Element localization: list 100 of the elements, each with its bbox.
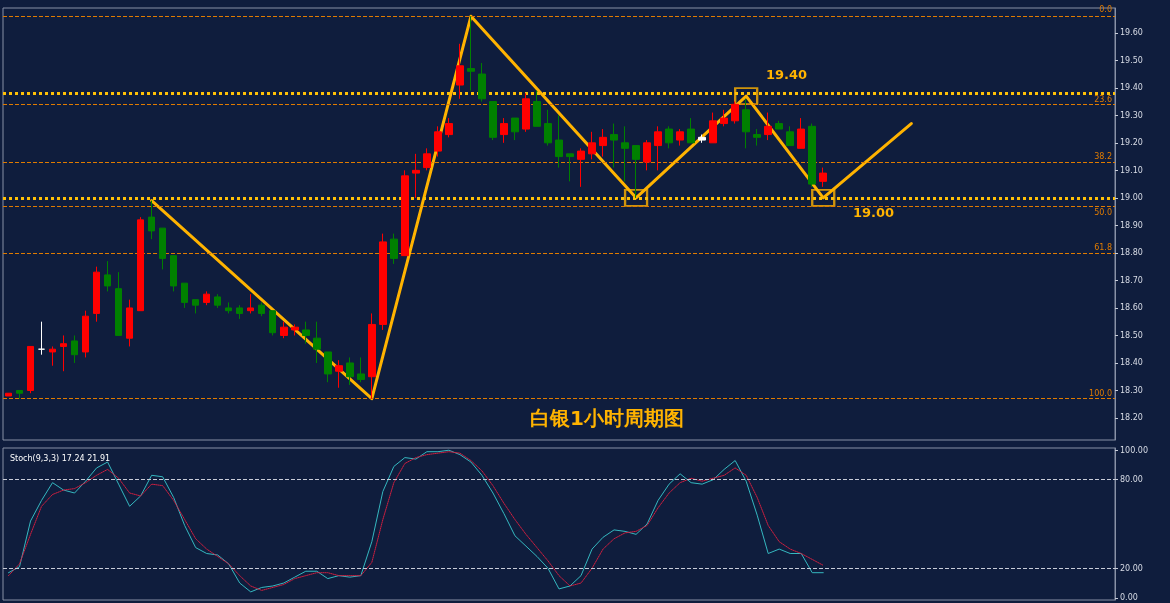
candlestick [126,299,133,347]
y-tick-label: 19.00 [1120,193,1143,203]
candlestick [500,117,508,144]
candlestick [324,351,332,383]
y-tick-label: 19.60 [1120,28,1143,38]
candlestick [5,392,12,397]
candlestick [335,359,343,389]
candlestick [401,169,409,257]
candlestick [49,345,56,367]
y-tick-label: 20.00 [1120,563,1143,573]
candlestick [687,117,695,144]
annotation: 19.40 [766,67,808,82]
candlestick [434,125,442,158]
y-tick-label: 18.40 [1120,358,1143,368]
candlestick [390,233,398,265]
annotation: 61.8 [1094,242,1112,252]
text: Stoch(9,3,3) 17.24 21.91 [10,453,111,463]
candlestick [379,233,387,331]
candlestick [764,112,772,141]
candlestick [808,123,816,188]
candlestick [170,255,177,292]
y-tick-label: 0.00 [1120,593,1138,603]
annotation: 19.00 [853,205,895,220]
annotation: 23.6 [1094,94,1112,104]
candlestick [676,128,684,147]
y-tick-label: 80.00 [1120,475,1143,485]
candlestick [60,334,67,372]
annotation: 100.0 [1089,388,1112,398]
candlestick [203,290,210,306]
y-tick-label: 18.30 [1120,385,1143,395]
candlestick [544,109,552,147]
candlestick [137,216,144,312]
candlestick [71,334,78,364]
candlestick [368,312,376,400]
candlestick [566,153,574,182]
candlestick [797,117,805,149]
line-series [150,14,913,401]
candlestick [27,345,34,394]
candlestick [346,356,354,386]
annotation: 50.0 [1094,207,1112,217]
candlestick [456,43,464,100]
y-tick-label: 18.90 [1120,220,1143,230]
y-tick-label: 18.70 [1120,275,1143,285]
candlestick [423,147,431,171]
candlestick [654,125,662,171]
candlestick [445,117,453,138]
y-tick-label: 18.50 [1120,330,1143,340]
y-tick-label: 19.50 [1120,55,1143,65]
candlestick [93,266,100,323]
candlestick [478,62,486,103]
candlestick [214,293,221,309]
annotation: 38.2 [1094,151,1112,161]
candlestick [709,112,717,144]
candlestick [159,227,166,270]
candlestick [412,153,420,199]
candlestick [731,101,739,125]
candlestick [247,293,254,314]
candlestick [280,321,288,339]
candlestick [291,323,299,336]
candlestick [258,301,265,317]
y-tick-label: 18.80 [1120,248,1143,258]
candlestick [632,145,640,199]
candlestick [16,389,23,400]
y-tick-label: 100.00 [1120,445,1148,455]
y-tick-label: 19.40 [1120,83,1143,93]
candlestick [720,109,728,127]
annotation: 0.0 [1099,4,1113,14]
candlestick [38,321,45,356]
candlestick [115,271,122,336]
candlestick [313,321,321,364]
y-tick-label: 18.20 [1120,413,1143,423]
candlestick [665,125,673,149]
candlestick [522,92,530,133]
candlestick [742,98,750,149]
candlestick [577,147,585,188]
candlestick [511,117,519,141]
candlestick [467,15,475,92]
candlestick [775,120,783,130]
candlestick [302,321,310,345]
candlestick [643,139,651,171]
candlestick [225,301,232,314]
y-tick-label: 18.60 [1120,303,1143,313]
candlestick [786,125,794,147]
candlestick [621,125,629,182]
candlestick [192,299,199,314]
candlestick [357,356,365,383]
y-tick-label: 19.20 [1120,138,1143,148]
candlestick [236,304,243,320]
y-tick-label: 19.10 [1120,165,1143,175]
text: 白银1小时周期图 [530,406,684,430]
candlestick [698,134,706,144]
candlestick [753,128,761,147]
candlestick [610,123,618,169]
y-tick-label: 19.30 [1120,110,1143,120]
candlestick [148,200,155,240]
candlestick [489,101,497,141]
candlestick [82,310,89,358]
candlestick [181,282,188,309]
candlestick [104,260,111,292]
candlestick [819,167,827,188]
